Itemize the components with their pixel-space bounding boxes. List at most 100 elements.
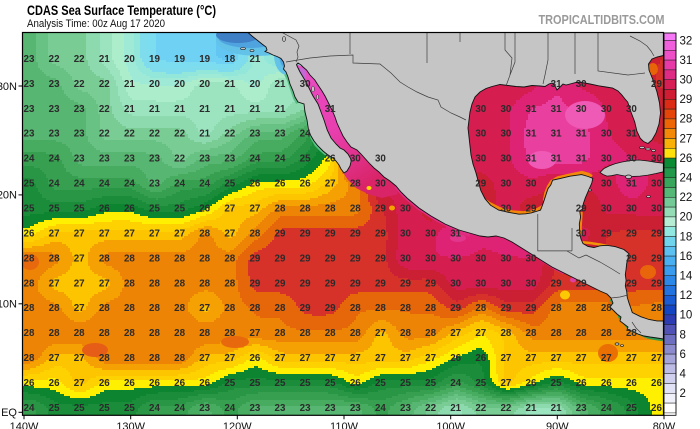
svg-text:31: 31 [526,129,537,140]
svg-text:22: 22 [475,403,486,414]
svg-text:24: 24 [174,403,185,414]
svg-text:21: 21 [174,104,185,115]
svg-text:21: 21 [124,104,135,115]
svg-text:31: 31 [576,129,587,140]
svg-text:30: 30 [576,79,587,90]
svg-text:29: 29 [651,228,662,239]
svg-text:28: 28 [500,328,511,339]
svg-text:24: 24 [450,378,461,389]
svg-text:28: 28 [601,328,612,339]
svg-text:23: 23 [99,154,110,165]
svg-text:28: 28 [626,328,637,339]
svg-text:23: 23 [24,54,35,65]
svg-text:28: 28 [49,253,60,264]
svg-text:24: 24 [375,403,386,414]
svg-text:24: 24 [24,154,35,165]
svg-text:21: 21 [275,104,286,115]
svg-text:25: 25 [99,403,110,414]
svg-text:20: 20 [680,212,693,224]
svg-text:21: 21 [249,104,260,115]
svg-text:27: 27 [275,353,286,364]
svg-text:25: 25 [74,204,85,215]
svg-text:27: 27 [576,353,587,364]
svg-text:26: 26 [99,378,110,389]
svg-text:8: 8 [680,329,686,341]
svg-text:27: 27 [74,378,85,389]
svg-text:21: 21 [99,54,110,65]
svg-text:30: 30 [626,104,637,115]
svg-text:21: 21 [249,54,260,65]
svg-text:28: 28 [224,253,235,264]
svg-text:24: 24 [224,403,235,414]
svg-text:29: 29 [601,228,612,239]
svg-text:28: 28 [475,303,486,314]
svg-text:28: 28 [199,253,210,264]
svg-text:30: 30 [375,154,386,165]
svg-text:25: 25 [224,179,235,190]
svg-text:28: 28 [24,253,35,264]
svg-text:31: 31 [526,104,537,115]
svg-text:30: 30 [500,253,511,264]
svg-text:25: 25 [224,378,235,389]
svg-text:28: 28 [224,303,235,314]
svg-text:28: 28 [680,114,693,126]
svg-text:6: 6 [680,349,686,361]
svg-text:22: 22 [124,129,135,140]
svg-text:18: 18 [224,54,235,65]
svg-text:25: 25 [149,204,160,215]
svg-text:12: 12 [680,290,693,302]
svg-text:29: 29 [275,278,286,289]
svg-text:25: 25 [124,403,135,414]
svg-text:23: 23 [199,154,210,165]
svg-text:28: 28 [24,328,35,339]
svg-text:28: 28 [400,328,411,339]
svg-text:21: 21 [526,403,537,414]
svg-text:23: 23 [275,403,286,414]
svg-text:27: 27 [425,353,436,364]
svg-text:25: 25 [275,378,286,389]
svg-text:28: 28 [425,328,436,339]
svg-text:29: 29 [325,253,336,264]
svg-text:27: 27 [124,228,135,239]
svg-text:23: 23 [74,104,85,115]
svg-text:26: 26 [24,228,35,239]
svg-text:140W: 140W [10,421,39,429]
svg-text:29: 29 [680,94,693,106]
svg-text:25: 25 [49,204,60,215]
svg-text:24: 24 [680,173,693,185]
svg-text:CDAS Sea Surface Temperature (: CDAS Sea Surface Temperature (°C) [27,3,216,18]
svg-text:30: 30 [576,104,587,115]
svg-text:29: 29 [375,204,386,215]
svg-text:30: 30 [651,204,662,215]
svg-text:30: 30 [475,253,486,264]
svg-text:26: 26 [300,179,311,190]
svg-text:26: 26 [49,378,60,389]
svg-text:26: 26 [199,204,210,215]
svg-text:27: 27 [300,353,311,364]
svg-text:23: 23 [224,154,235,165]
svg-text:27: 27 [526,353,537,364]
svg-text:31: 31 [551,104,562,115]
svg-text:23: 23 [350,403,361,414]
svg-text:24: 24 [49,179,60,190]
svg-text:27: 27 [49,228,60,239]
svg-text:28: 28 [124,328,135,339]
svg-text:24: 24 [149,403,160,414]
svg-text:110W: 110W [330,421,359,429]
svg-text:28: 28 [149,353,160,364]
svg-text:27: 27 [99,228,110,239]
svg-text:28: 28 [350,303,361,314]
svg-text:23: 23 [576,403,587,414]
svg-text:30: 30 [651,179,662,190]
svg-text:16: 16 [680,251,693,263]
svg-text:22: 22 [74,54,85,65]
svg-text:28: 28 [199,278,210,289]
svg-text:27: 27 [74,303,85,314]
svg-text:30: 30 [526,278,537,289]
svg-text:30: 30 [350,154,361,165]
svg-text:30: 30 [626,154,637,165]
svg-text:30: 30 [526,179,537,190]
svg-text:30: 30 [651,154,662,165]
svg-text:23: 23 [24,104,35,115]
svg-text:27: 27 [249,204,260,215]
